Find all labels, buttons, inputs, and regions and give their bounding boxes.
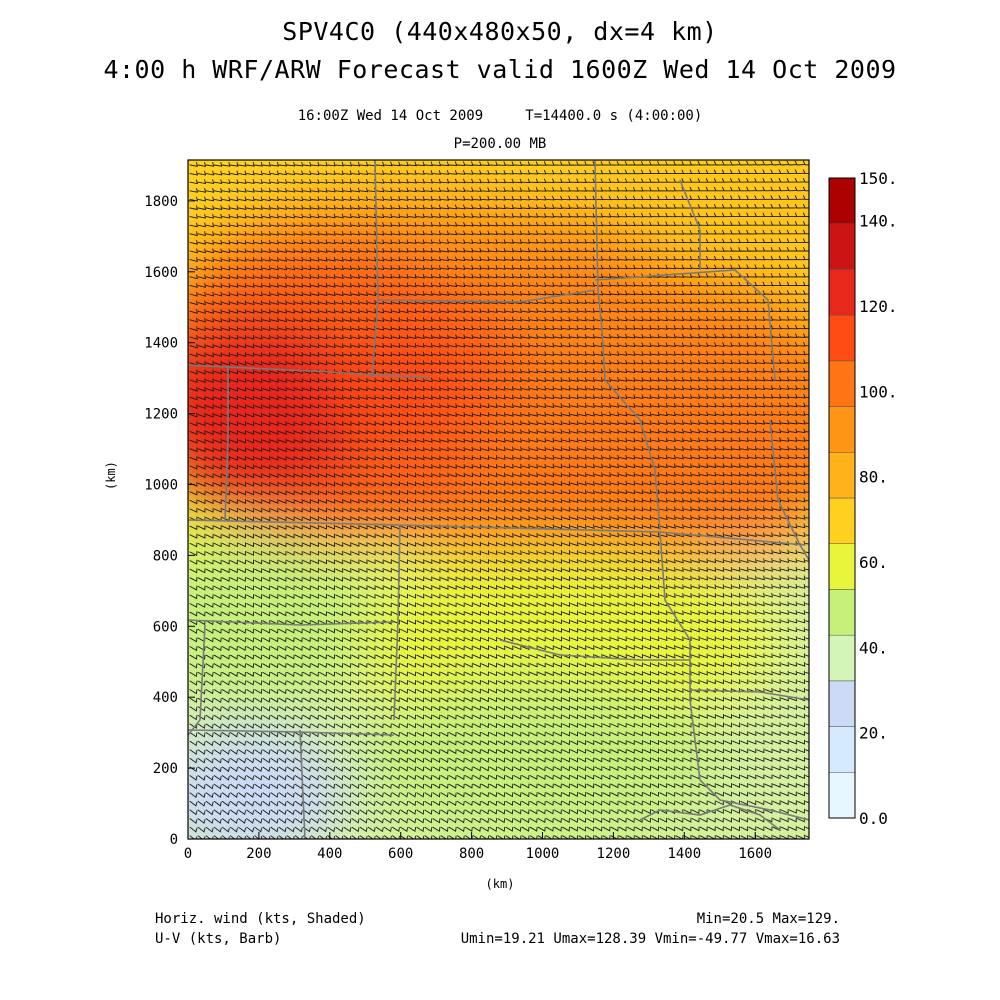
boundary-line: [499, 639, 690, 661]
boundary-line: [594, 269, 776, 381]
colorbar-label: 0.0: [859, 809, 888, 828]
colorbar-segment: [828, 406, 856, 453]
min-max-summary: Min=20.5 Max=129.: [696, 911, 840, 927]
colorbar-segment: [828, 269, 856, 316]
x-axis-label: (km): [485, 877, 515, 891]
boundary-line: [679, 179, 701, 270]
colorbar-segment: [828, 223, 856, 270]
colorbar-label: 140.: [859, 212, 898, 231]
x-tick-label: 400: [317, 846, 342, 862]
title-line-2: 4:00 h WRF/ARW Forecast valid 1600Z Wed …: [103, 55, 897, 84]
x-tick-label: 800: [459, 846, 484, 862]
colorbar-label: 80.: [859, 468, 888, 487]
boundary-line: [224, 365, 229, 521]
colorbar-label: 100.: [859, 382, 898, 401]
x-tick-label: 600: [388, 846, 413, 862]
colorbar-segment: [828, 634, 856, 682]
y-tick-label: 800: [153, 548, 178, 564]
wind-barb-field: [189, 160, 809, 839]
component-range-summary: Umin=19.21 Umax=128.39 Vmin=-49.77 Vmax=…: [460, 931, 840, 947]
wind-barbs: [189, 160, 809, 839]
colorbar-segment: [828, 497, 856, 544]
state-boundaries: [188, 160, 809, 839]
x-tick-label: 1400: [667, 846, 701, 862]
x-tick-label: 1000: [526, 846, 560, 862]
shaded-field-legend: Horiz. wind (kts, Shaded): [155, 911, 366, 927]
colorbar-segment: [828, 772, 856, 819]
colorbar-label: 150.: [859, 169, 898, 188]
x-tick-label: 1600: [738, 846, 772, 862]
colorbar-segment: [828, 314, 856, 362]
colorbar-segment: [828, 360, 856, 407]
colorbar-segment: [828, 177, 856, 224]
colorbar-segment: [828, 543, 856, 590]
valid-time-subtitle: 16:00Z Wed 14 Oct 2009 T=14400.0 s (4:00…: [297, 108, 703, 124]
boundary-line: [188, 519, 806, 546]
colorbar: 0.0 20. 40. 60. 80. 100. 120. 140. 150.: [828, 169, 898, 828]
y-tick-label: 1200: [144, 407, 178, 423]
boundary-line: [659, 531, 809, 821]
y-tick-label: 1400: [144, 336, 178, 352]
colorbar-label: 60.: [859, 553, 888, 572]
boundary-line: [594, 160, 606, 381]
colorbar-segment: [828, 589, 856, 636]
boundary-line: [393, 524, 401, 721]
x-tick-label: 200: [246, 846, 271, 862]
colorbar-segment: [828, 680, 856, 727]
colorbar-segment: [828, 726, 856, 773]
colorbar-segment: [828, 452, 856, 499]
boundary-line: [769, 419, 809, 561]
y-axis-ticks: 0 200 400 600 800 1000 1200 1400 1600 1800: [144, 194, 195, 848]
colorbar-label: 20.: [859, 724, 888, 743]
x-tick-label: 0: [184, 846, 192, 862]
y-tick-label: 400: [153, 690, 178, 706]
title-line-1: SPV4C0 (440x480x50, dx=4 km): [282, 17, 718, 46]
barb-field-legend: U-V (kts, Barb): [155, 931, 282, 947]
y-tick-label: 0: [170, 832, 178, 848]
boundary-line: [188, 619, 395, 626]
boundary-line: [604, 379, 661, 531]
y-tick-label: 1000: [144, 478, 178, 494]
pressure-level-subtitle: P=200.00 MB: [453, 136, 547, 152]
y-tick-label: 600: [153, 619, 178, 635]
boundary-line: [299, 729, 306, 839]
y-axis-label: (km): [104, 461, 118, 490]
y-tick-label: 1800: [144, 194, 178, 210]
boundary-line: [689, 689, 809, 701]
boundary-line: [639, 804, 781, 831]
y-tick-label: 200: [153, 761, 178, 777]
x-tick-label: 1200: [597, 846, 631, 862]
boundary-line: [188, 364, 431, 379]
x-axis-ticks: 0 200 400 600 800 1000 1200 1400 1600: [184, 832, 772, 862]
boundary-line: [377, 289, 596, 303]
colorbar-label: 120.: [859, 297, 898, 316]
plot-frame: [187, 159, 810, 840]
y-tick-label: 1600: [144, 265, 178, 281]
colorbar-frame: [828, 177, 856, 819]
colorbar-label: 40.: [859, 638, 888, 657]
